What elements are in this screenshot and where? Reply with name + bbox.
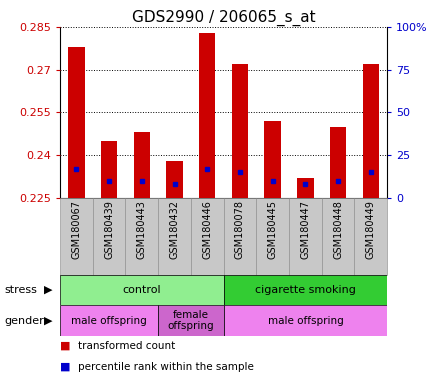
Text: GSM180446: GSM180446 xyxy=(202,200,212,259)
Bar xyxy=(264,121,281,198)
Bar xyxy=(166,161,183,198)
Text: transformed count: transformed count xyxy=(78,341,175,351)
Text: GSM180447: GSM180447 xyxy=(300,200,310,259)
Text: GSM180078: GSM180078 xyxy=(235,200,245,259)
Bar xyxy=(93,198,125,275)
Text: control: control xyxy=(122,285,161,295)
Text: ▶: ▶ xyxy=(44,316,52,326)
Text: female
offspring: female offspring xyxy=(168,310,214,331)
Bar xyxy=(363,64,379,198)
Bar xyxy=(330,127,346,198)
Bar xyxy=(101,141,117,198)
Bar xyxy=(199,33,215,198)
Bar xyxy=(297,178,314,198)
Bar xyxy=(158,198,191,275)
Text: male offspring: male offspring xyxy=(267,316,343,326)
Bar xyxy=(224,275,387,305)
Text: ■: ■ xyxy=(60,341,71,351)
Text: GSM180439: GSM180439 xyxy=(104,200,114,259)
Bar xyxy=(322,198,355,275)
Text: GSM180448: GSM180448 xyxy=(333,200,343,259)
Bar xyxy=(60,198,93,275)
Bar xyxy=(125,198,158,275)
Bar xyxy=(289,198,322,275)
Bar xyxy=(256,198,289,275)
Text: cigarette smoking: cigarette smoking xyxy=(255,285,356,295)
Text: GSM180067: GSM180067 xyxy=(72,200,81,259)
Text: gender: gender xyxy=(4,316,44,326)
Bar xyxy=(224,305,387,336)
Bar xyxy=(224,198,256,275)
Text: percentile rank within the sample: percentile rank within the sample xyxy=(78,362,254,372)
Bar xyxy=(158,305,224,336)
Bar xyxy=(134,132,150,198)
Text: GSM180432: GSM180432 xyxy=(170,200,179,259)
Text: stress: stress xyxy=(4,285,37,295)
Bar xyxy=(68,47,85,198)
Text: GSM180449: GSM180449 xyxy=(366,200,376,259)
Text: GSM180445: GSM180445 xyxy=(268,200,278,259)
Bar xyxy=(232,64,248,198)
Text: ▶: ▶ xyxy=(44,285,52,295)
Text: GSM180443: GSM180443 xyxy=(137,200,147,259)
Bar xyxy=(355,198,387,275)
Text: ■: ■ xyxy=(60,362,71,372)
Text: male offspring: male offspring xyxy=(71,316,147,326)
Bar xyxy=(60,305,158,336)
Bar xyxy=(60,275,224,305)
Bar xyxy=(191,198,224,275)
Title: GDS2990 / 206065_s_at: GDS2990 / 206065_s_at xyxy=(132,9,316,25)
